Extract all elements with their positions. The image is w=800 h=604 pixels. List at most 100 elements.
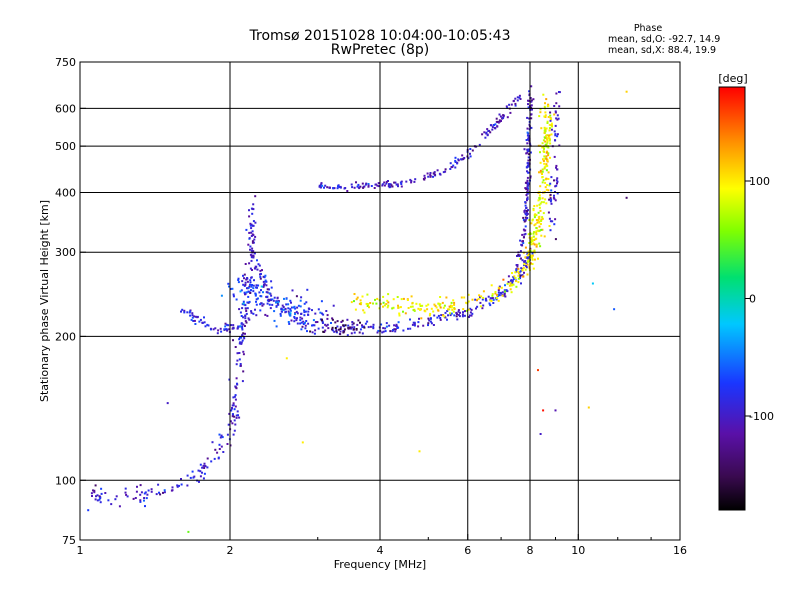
echo-point: [250, 227, 253, 230]
echo-point: [391, 330, 394, 333]
echo-point: [238, 338, 241, 341]
echo-point: [436, 169, 439, 172]
echo-point: [411, 323, 414, 326]
echo-point: [528, 135, 531, 138]
echo-point: [237, 277, 240, 280]
echo-point: [303, 302, 306, 305]
grid-lines: [80, 62, 680, 540]
echo-point: [555, 164, 558, 167]
echo-point: [236, 383, 239, 386]
echo-point: [385, 303, 388, 305]
echo-point: [228, 412, 231, 415]
echo-point: [262, 303, 265, 306]
echo-point: [549, 200, 552, 203]
echo-point: [331, 328, 333, 331]
echo-point: [556, 114, 559, 117]
echo-point: [471, 149, 474, 152]
y-axis-ticks: 75 100 200 300 400 500 600 750: [55, 56, 86, 547]
echo-point: [252, 284, 255, 287]
echo-point: [180, 310, 182, 313]
echo-point: [527, 138, 530, 141]
y-tick-label: 300: [55, 246, 76, 259]
echo-point: [254, 267, 257, 270]
echo-point: [203, 321, 206, 324]
echo-point: [533, 243, 536, 246]
echo-point: [304, 327, 307, 330]
echo-point: [469, 307, 472, 310]
echo-point: [439, 296, 442, 298]
echo-point: [435, 306, 438, 309]
echo-point: [419, 308, 421, 311]
echo-point: [449, 162, 452, 165]
echo-point: [418, 303, 421, 306]
echo-point: [347, 326, 350, 329]
echo-point: [285, 297, 288, 300]
echo-point: [491, 126, 494, 129]
echo-point: [541, 228, 544, 231]
echo-point: [320, 318, 323, 321]
echo-point: [491, 128, 494, 131]
echo-point: [201, 322, 204, 324]
echo-point: [225, 328, 228, 331]
echo-point: [539, 223, 542, 225]
echo-point: [219, 436, 222, 439]
echo-point: [535, 214, 538, 217]
echo-point: [545, 188, 548, 191]
echo-point: [454, 161, 457, 163]
echo-point: [519, 98, 522, 100]
echo-point: [427, 317, 430, 320]
echo-point: [353, 186, 356, 189]
echo-point: [517, 277, 520, 280]
echo-point: [551, 125, 553, 128]
echo-point: [545, 157, 548, 160]
echo-point: [477, 297, 480, 300]
echo-point: [426, 172, 429, 175]
echo-point: [193, 475, 196, 478]
echo-point: [438, 304, 441, 307]
echo-point: [448, 305, 451, 308]
echo-point: [214, 448, 217, 451]
echo-point: [392, 298, 395, 301]
echo-point: [553, 194, 555, 197]
colorbar-label: [deg]: [718, 72, 747, 85]
echo-point: [136, 485, 138, 488]
echo-point: [514, 271, 517, 274]
echo-point: [381, 184, 384, 187]
echo-point: [547, 178, 550, 180]
data-points: [87, 85, 628, 533]
echo-point: [203, 472, 206, 475]
echo-point: [546, 159, 548, 162]
echo-point: [503, 293, 506, 296]
echo-point: [558, 144, 561, 147]
echo-point: [464, 310, 466, 313]
echo-point: [427, 322, 430, 325]
echo-point: [530, 126, 533, 129]
echo-point: [244, 320, 247, 323]
echo-point: [548, 137, 551, 140]
echo-point: [527, 149, 530, 152]
echo-point: [497, 289, 500, 292]
echo-point: [520, 267, 523, 270]
echo-point: [256, 268, 259, 271]
echo-point: [404, 312, 407, 315]
echo-point: [402, 310, 404, 313]
echo-point: [432, 175, 434, 178]
echo-point: [226, 329, 229, 332]
echo-point: [521, 274, 524, 277]
echo-point: [231, 413, 234, 416]
echo-point: [176, 485, 179, 488]
echo-point: [457, 313, 460, 316]
echo-point: [296, 306, 299, 309]
echo-point: [519, 250, 522, 253]
echo-point: [351, 321, 354, 323]
echo-point: [516, 99, 519, 102]
echo-point: [467, 157, 470, 160]
echo-point: [457, 159, 460, 162]
echo-point: [400, 185, 403, 188]
echo-point: [526, 253, 529, 256]
echo-point: [528, 260, 531, 262]
echo-point: [459, 311, 461, 314]
echo-point: [312, 319, 315, 322]
echo-point: [446, 318, 448, 321]
echo-point: [246, 280, 249, 283]
